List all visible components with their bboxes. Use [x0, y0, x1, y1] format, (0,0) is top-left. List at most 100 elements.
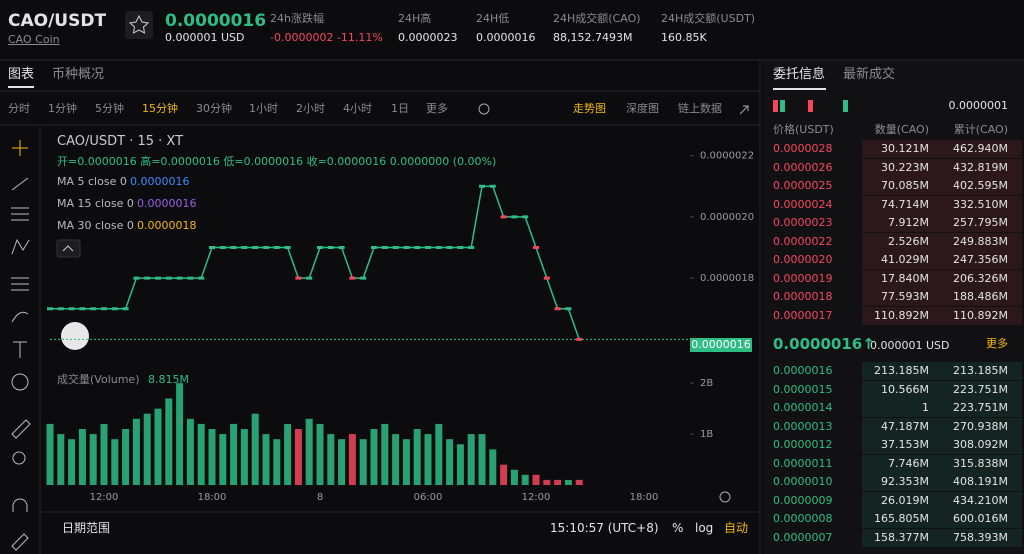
fib-tool[interactable] [11, 277, 29, 291]
book-price[interactable]: 0.0000010 [773, 475, 833, 489]
book-price[interactable]: 0.0000016 [773, 364, 833, 377]
book-amount: 158.377M [874, 530, 929, 544]
last-price-label: 0.0000016 [690, 338, 752, 352]
magnet-tool[interactable] [12, 498, 28, 512]
volume-bar [284, 423, 292, 485]
timeframe[interactable]: 5分钟 [95, 102, 124, 115]
star-icon [128, 14, 150, 34]
row-shade [862, 140, 1022, 158]
book-price[interactable]: 0.0000008 [773, 512, 833, 526]
close-mark [79, 307, 86, 311]
icon[interactable] [843, 100, 848, 112]
crosshair-tool[interactable] [12, 140, 28, 156]
timeframe[interactable]: 更多 [426, 102, 448, 115]
timeframe[interactable]: 15分钟 [142, 102, 178, 115]
timeframe[interactable]: 1小时 [249, 102, 278, 115]
chart-view[interactable]: 走势图 [573, 102, 606, 115]
collapse-button[interactable] [56, 239, 81, 258]
log-toggle[interactable]: log [695, 521, 714, 535]
book-price[interactable]: 0.0000028 [773, 142, 833, 155]
timeframe[interactable]: 30分钟 [196, 102, 232, 115]
book-price[interactable]: 0.0000020 [773, 253, 833, 267]
stat-label: 24H成交额(CAO) [553, 12, 641, 25]
volume-bar [154, 408, 162, 485]
close-mark [554, 307, 561, 311]
expand-icon[interactable] [739, 105, 749, 115]
book-price[interactable]: 0.0000025 [773, 179, 833, 193]
x-tick-label: 18:00 [198, 492, 227, 503]
book-price[interactable]: 0.0000017 [773, 308, 833, 322]
favorite-button[interactable] [125, 11, 153, 39]
book-price[interactable]: 0.0000019 [773, 271, 833, 285]
pattern-tool[interactable] [11, 238, 30, 255]
tab[interactable]: 图表 [8, 67, 35, 82]
chart-view[interactable]: 深度图 [626, 102, 659, 115]
book-price[interactable]: 0.0000009 [773, 493, 833, 507]
book-price[interactable]: 0.0000018 [773, 290, 833, 304]
emoji-tool[interactable] [11, 373, 29, 391]
row-shade [862, 251, 1022, 270]
book-price[interactable]: 0.0000023 [773, 216, 833, 230]
stat-label: 24h涨跌幅 [270, 12, 324, 25]
symbol[interactable]: CAO/USDT [8, 11, 107, 31]
book-price[interactable]: 0.0000012 [773, 438, 833, 452]
timeframe[interactable]: 2小时 [296, 102, 325, 115]
close-mark [198, 276, 205, 280]
brush-tool[interactable] [11, 311, 29, 323]
precision-select[interactable]: 0.0000001 [948, 99, 1009, 112]
volume-bar [111, 439, 119, 485]
row-shade [862, 491, 1022, 510]
close-mark [533, 246, 539, 249]
book-price[interactable]: 0.0000014 [773, 401, 833, 415]
book-amount: 30.223M [881, 160, 929, 174]
volume-bar [273, 439, 281, 485]
volume-bar [294, 429, 302, 485]
channel-tool[interactable] [11, 207, 29, 221]
volume-bar [370, 429, 378, 485]
book-tab[interactable]: 委托信息 [773, 67, 826, 82]
book-price[interactable]: 0.0000026 [773, 160, 833, 174]
ruler-tool[interactable] [11, 419, 31, 439]
book-price[interactable]: 0.0000007 [773, 530, 833, 544]
chart-view[interactable]: 链上数据 [678, 102, 722, 115]
timeframe[interactable]: 分时 [8, 102, 30, 115]
book-price[interactable]: 0.0000013 [773, 419, 833, 433]
book-amount: 7.912M [888, 216, 929, 230]
text-tool[interactable] [13, 341, 27, 358]
line-tool[interactable] [11, 177, 29, 191]
timeframe[interactable]: 1分钟 [48, 102, 77, 115]
close-mark [284, 246, 291, 249]
icon[interactable] [773, 100, 778, 112]
tab[interactable]: 币种概况 [52, 67, 105, 82]
row-shade [862, 306, 1022, 325]
stat-label: 24H低 [476, 12, 510, 25]
settings-icon[interactable] [478, 103, 490, 115]
volume-bar [359, 439, 367, 485]
book-price[interactable]: 0.0000011 [773, 456, 833, 470]
book-price[interactable]: 0.0000015 [773, 382, 833, 396]
column-header: 价格(USDT) [773, 123, 834, 136]
ma-name: MA 30 close 0 [57, 219, 134, 232]
close-mark [500, 215, 507, 219]
book-total: 408.191M [953, 475, 1008, 489]
volume-bar [532, 474, 540, 485]
auto-toggle[interactable]: 自动 [724, 521, 749, 535]
timeframe[interactable]: 1日 [391, 102, 409, 115]
timeframe[interactable]: 4小时 [343, 102, 372, 115]
pencil-tool[interactable] [11, 533, 29, 551]
book-price[interactable]: 0.0000022 [773, 234, 833, 248]
volume-bar [456, 444, 464, 485]
volume-bar [89, 434, 97, 485]
zoom-tool[interactable] [12, 451, 26, 465]
y-tick-label: 1B [700, 429, 713, 440]
more-link[interactable]: 更多 [986, 337, 1008, 350]
x-tick-label: 18:00 [630, 492, 659, 503]
icon[interactable] [808, 100, 813, 112]
date-range[interactable]: 日期范围 [62, 521, 111, 535]
coin-name[interactable]: CAO Coin [8, 33, 60, 46]
volume-bar [348, 434, 356, 485]
book-price[interactable]: 0.0000024 [773, 197, 833, 211]
percent-toggle[interactable]: % [672, 521, 684, 535]
book-tab[interactable]: 最新成交 [843, 67, 896, 82]
settings-icon[interactable] [719, 491, 731, 503]
